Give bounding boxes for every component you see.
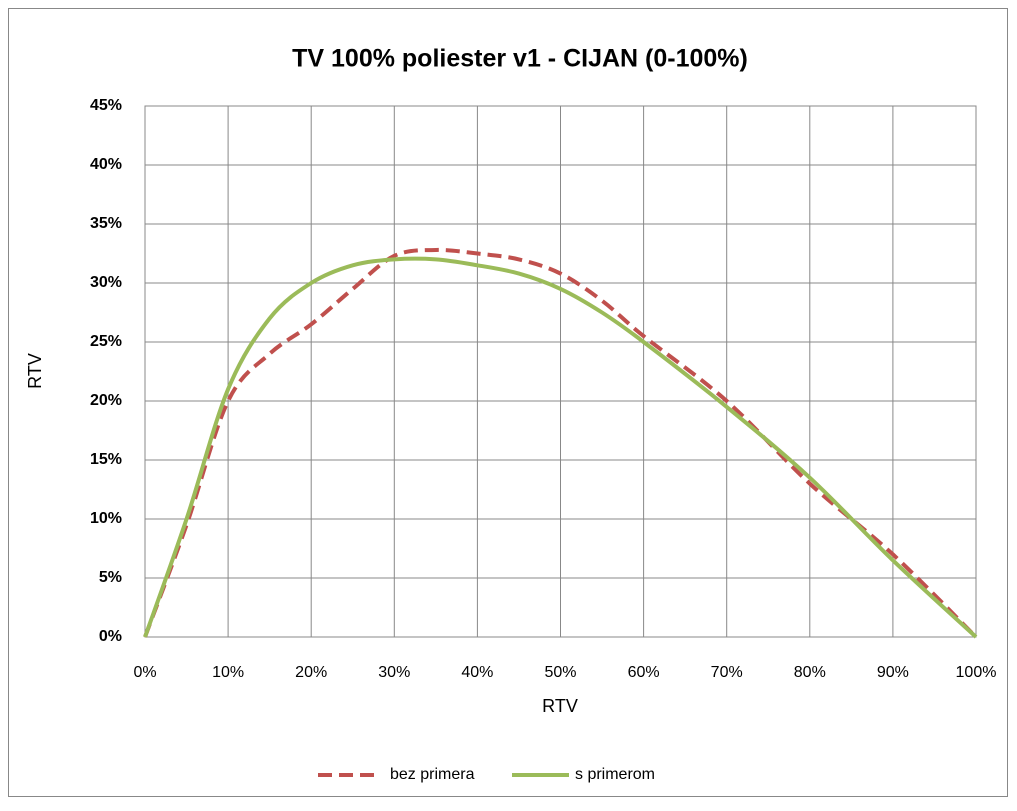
- y-tick-label: 10%: [90, 510, 122, 527]
- y-tick-label: 35%: [90, 215, 122, 232]
- x-axis-label: RTV: [542, 696, 578, 716]
- y-tick-label: 15%: [90, 451, 122, 468]
- y-tick-label: 20%: [90, 392, 122, 409]
- legend-label: s primerom: [575, 766, 655, 783]
- y-tick-label: 30%: [90, 274, 122, 291]
- x-tick-label: 90%: [877, 664, 909, 681]
- plot-area: [144, 105, 977, 638]
- y-tick-label: 5%: [99, 569, 122, 586]
- x-tick-label: 70%: [711, 664, 743, 681]
- y-tick-label: 45%: [90, 97, 122, 114]
- x-tick-label: 100%: [956, 664, 997, 681]
- legend-label: bez primera: [390, 766, 475, 783]
- x-tick-label: 10%: [212, 664, 244, 681]
- x-tick-label: 30%: [378, 664, 410, 681]
- chart-frame: [8, 8, 1008, 797]
- chart-title: TV 100% poliester v1 - CIJAN (0-100%): [292, 45, 748, 73]
- x-tick-label: 20%: [295, 664, 327, 681]
- y-axis-label: RTV: [25, 353, 45, 389]
- y-tick-label: 40%: [90, 156, 122, 173]
- x-tick-label: 80%: [794, 664, 826, 681]
- line-series: [143, 247, 978, 639]
- x-tick-label: 60%: [628, 664, 660, 681]
- y-tick-label: 0%: [99, 628, 122, 645]
- line-series: [143, 256, 978, 639]
- x-tick-label: 0%: [133, 664, 156, 681]
- x-tick-label: 50%: [544, 664, 576, 681]
- x-tick-label: 40%: [461, 664, 493, 681]
- y-tick-label: 25%: [90, 333, 122, 350]
